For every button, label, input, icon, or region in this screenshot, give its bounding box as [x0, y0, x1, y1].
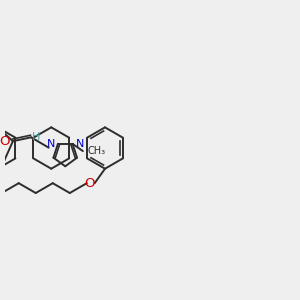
Text: N: N	[76, 139, 84, 149]
Text: O: O	[0, 135, 10, 148]
Text: O: O	[85, 177, 95, 190]
Text: CH₃: CH₃	[88, 146, 106, 156]
Text: N: N	[46, 139, 55, 149]
Text: H: H	[32, 132, 40, 142]
